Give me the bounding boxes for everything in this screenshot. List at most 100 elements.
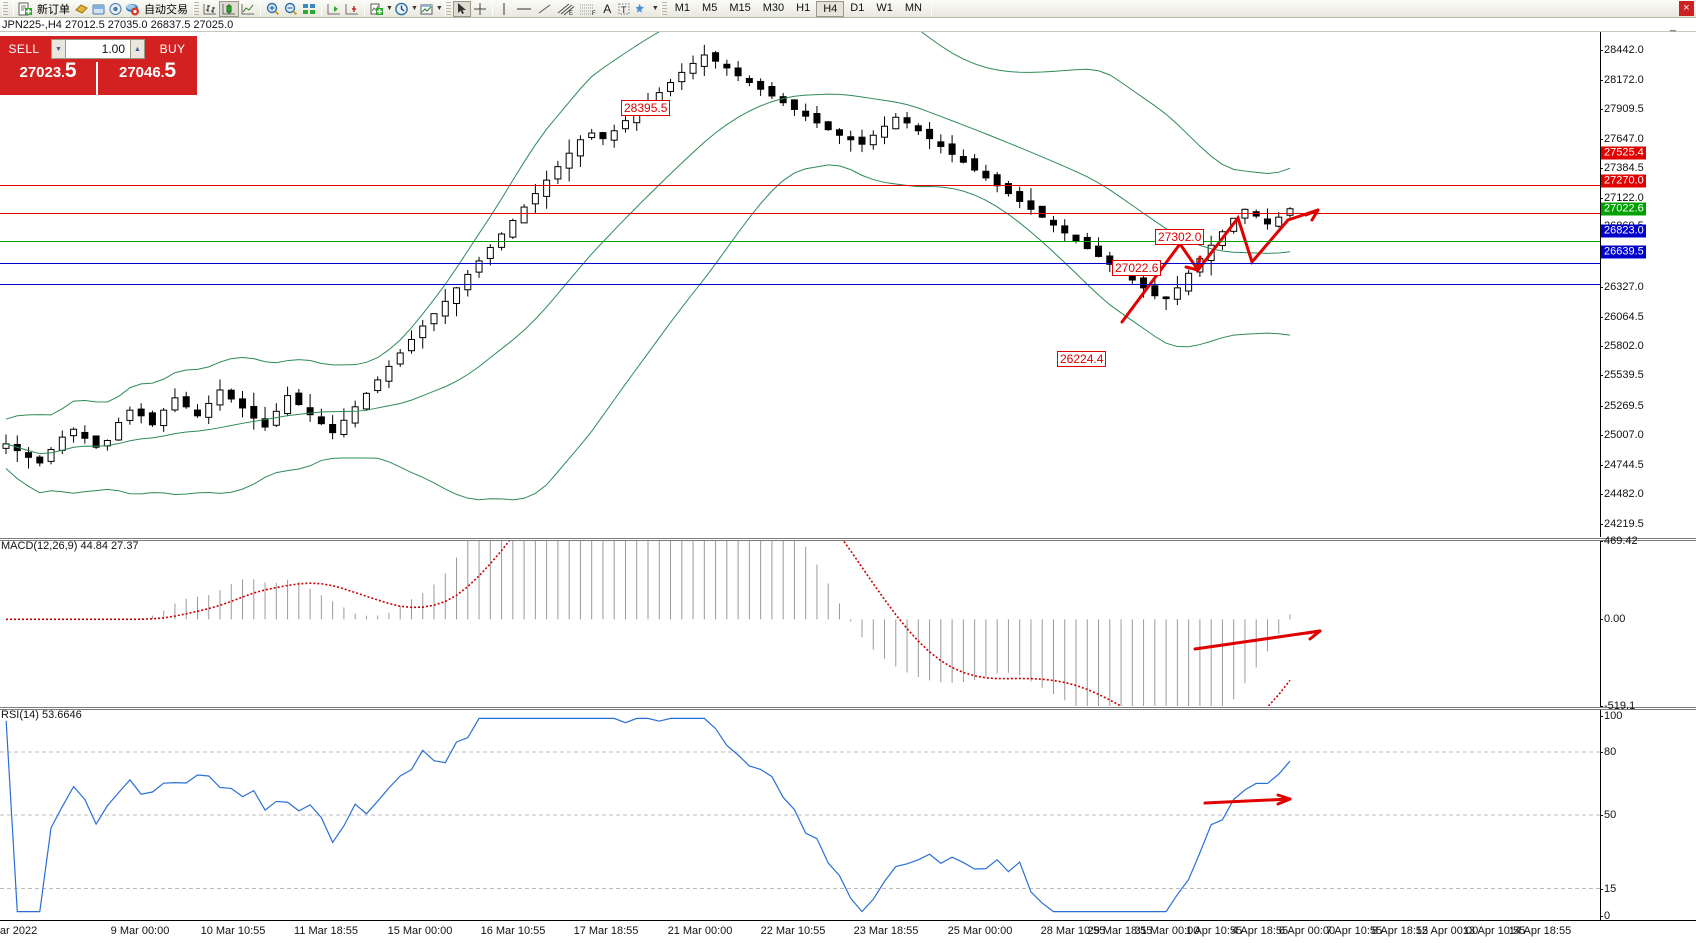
price-axis-tick: 28442.0: [1600, 43, 1644, 56]
price-line-27022[interactable]: [0, 241, 1600, 243]
time-axis-tick: 31 Mar 00:00: [1134, 925, 1200, 937]
templates-icon[interactable]: [418, 1, 435, 17]
one-click-trading-panel[interactable]: SELL ▼ 1.00 ▲ BUY 27023. 5 27046. 5: [0, 36, 197, 95]
timeframe-m5[interactable]: M5: [702, 1, 718, 14]
line-chart-icon[interactable]: [239, 1, 257, 17]
annotation-label[interactable]: 28395.5: [621, 100, 671, 116]
rsi-pane[interactable]: RSI(14) 53.6646: [0, 710, 1696, 920]
price-level-label[interactable]: 26823.0: [1601, 224, 1646, 238]
toolbar-grip-3[interactable]: [444, 1, 451, 16]
macd-indicator-label[interactable]: MACD(12,26,9) 44.84 27.37: [0, 540, 139, 552]
objects-dropdown-icon[interactable]: ▼: [651, 5, 659, 12]
time-axis[interactable]: Mar 2022 9 Mar 00:00 10 Mar 10:55 11 Mar 18…: [0, 920, 1696, 942]
time-axis-tick: 17 Mar 18:55: [573, 925, 639, 937]
close-icon[interactable]: ×: [1679, 1, 1694, 16]
rsi-indicator-label[interactable]: RSI(14) 53.6646: [0, 709, 82, 721]
bar-chart-icon[interactable]: [201, 1, 219, 17]
buy-price[interactable]: 27046. 5: [98, 59, 197, 95]
auto-scroll-icon[interactable]: [343, 1, 361, 17]
macd-axis-tick: -519.1: [1599, 700, 1636, 712]
shift-end-icon[interactable]: [325, 1, 343, 17]
timeframe-d1[interactable]: D1: [850, 1, 865, 14]
horizontal-line-icon[interactable]: [513, 1, 535, 17]
timeframe-m15[interactable]: M15: [729, 1, 751, 14]
price-level-label[interactable]: 26639.5: [1601, 245, 1646, 259]
buy-price-fraction: 5: [164, 59, 177, 82]
timeframe-h4[interactable]: H4: [816, 0, 845, 17]
new-order-label[interactable]: 新订单: [37, 3, 70, 16]
toolbar-grip-4[interactable]: [660, 1, 667, 16]
equidistant-channel-icon[interactable]: E: [555, 1, 577, 17]
toolbar-grip[interactable]: [2, 1, 8, 16]
price-line-27525[interactable]: [0, 184, 1600, 186]
volume-decrease-button[interactable]: ▼: [51, 39, 66, 59]
autotrade-label[interactable]: 自动交易: [144, 3, 188, 16]
macd-pane[interactable]: MACD(12,26,9) 44.84 27.37: [0, 541, 1696, 706]
macd-axis-tick: 0.00: [1599, 613, 1626, 626]
time-axis-tick: 9 Mar 00:00: [110, 925, 170, 937]
period-icon[interactable]: [393, 1, 410, 17]
annotation-label[interactable]: 27302.0: [1155, 229, 1205, 245]
timeframe-mn[interactable]: MN: [904, 1, 922, 14]
price-axis-tick: 27122.0: [1600, 191, 1644, 204]
timeframe-h1[interactable]: H1: [796, 1, 811, 14]
time-axis-tick: 11 Mar 18:55: [293, 925, 359, 937]
sell-button[interactable]: SELL: [0, 36, 48, 62]
navigator-icon[interactable]: [107, 1, 124, 17]
price-level-label[interactable]: 27270.0: [1601, 174, 1646, 188]
fibonacci-icon[interactable]: F: [577, 1, 599, 17]
time-axis-tick: 10 Mar 10:55: [200, 925, 266, 937]
annotation-label[interactable]: 26224.4: [1057, 351, 1107, 367]
window-minimize-icon[interactable]: _: [1669, 20, 1676, 32]
pane-separator-macd[interactable]: [0, 537, 1696, 541]
vertical-line-icon[interactable]: [496, 1, 513, 17]
sell-price[interactable]: 27023. 5: [0, 59, 98, 95]
data-window-icon[interactable]: [90, 1, 107, 17]
rsi-axis-tick: 100: [1599, 710, 1623, 722]
time-axis-tick: 16 Mar 10:55: [480, 925, 546, 937]
text-label-icon[interactable]: T: [616, 1, 633, 17]
tile-windows-icon[interactable]: [300, 1, 318, 17]
timeframe-m1[interactable]: M1: [674, 1, 691, 14]
sell-price-fraction: 5: [64, 59, 77, 82]
toolbar-grip-2[interactable]: [193, 1, 199, 16]
period-dropdown-icon[interactable]: ▼: [410, 5, 418, 12]
pane-separator-rsi[interactable]: [0, 706, 1696, 710]
chart-area[interactable]: 28442.0 28172.0 27909.5 27647.0 27384.5 27122…: [0, 32, 1696, 943]
macd-axis[interactable]: 469.42 0.00 -519.1: [1599, 535, 1696, 712]
price-line-27270[interactable]: [0, 213, 1600, 215]
candlestick-chart-icon[interactable]: [219, 0, 239, 17]
indicators-icon[interactable]: [368, 1, 385, 17]
expert-icon[interactable]: [73, 1, 90, 17]
price-line-26639[interactable]: [0, 284, 1600, 285]
price-level-label[interactable]: 27022.6: [1601, 202, 1646, 216]
trade-panel-price-row: 27023. 5 27046. 5: [0, 59, 197, 95]
new-order-icon[interactable]: [17, 1, 34, 17]
volume-control[interactable]: ▼ 1.00 ▲: [48, 36, 148, 62]
zoom-in-icon[interactable]: [264, 1, 282, 17]
templates-dropdown-icon[interactable]: ▼: [435, 5, 443, 12]
price-axis-tick: 25802.0: [1600, 339, 1644, 352]
cursor-icon[interactable]: [452, 0, 471, 17]
trendline-icon[interactable]: [535, 1, 555, 17]
objects-icon[interactable]: [633, 1, 651, 17]
indicators-dropdown-icon[interactable]: ▼: [386, 5, 393, 12]
volume-input[interactable]: 1.00: [66, 39, 130, 59]
crosshair-icon[interactable]: [471, 1, 489, 17]
rsi-axis[interactable]: 100 80 50 15 0: [1599, 710, 1696, 922]
price-axis-tick: 25269.5: [1600, 399, 1644, 412]
rsi-axis-tick: 80: [1599, 746, 1617, 758]
rsi-axis-tick: 0: [1599, 910, 1611, 922]
timeframe-w1[interactable]: W1: [876, 1, 893, 14]
price-axis-tick: 25539.5: [1600, 369, 1644, 382]
annotation-label[interactable]: 27022.6: [1112, 260, 1162, 276]
price-level-label[interactable]: 27525.4: [1601, 146, 1646, 160]
price-line-26823[interactable]: [0, 263, 1600, 265]
timeframe-m30[interactable]: M30: [762, 1, 785, 14]
toolbar-separator-3: [321, 1, 322, 16]
zoom-out-icon[interactable]: [282, 1, 300, 17]
price-axis[interactable]: 28442.0 28172.0 27909.5 27647.0 27384.5 27122…: [1600, 32, 1696, 537]
text-icon[interactable]: A: [603, 1, 612, 16]
volume-increase-button[interactable]: ▲: [130, 39, 145, 59]
autotrade-icon[interactable]: [124, 1, 141, 17]
